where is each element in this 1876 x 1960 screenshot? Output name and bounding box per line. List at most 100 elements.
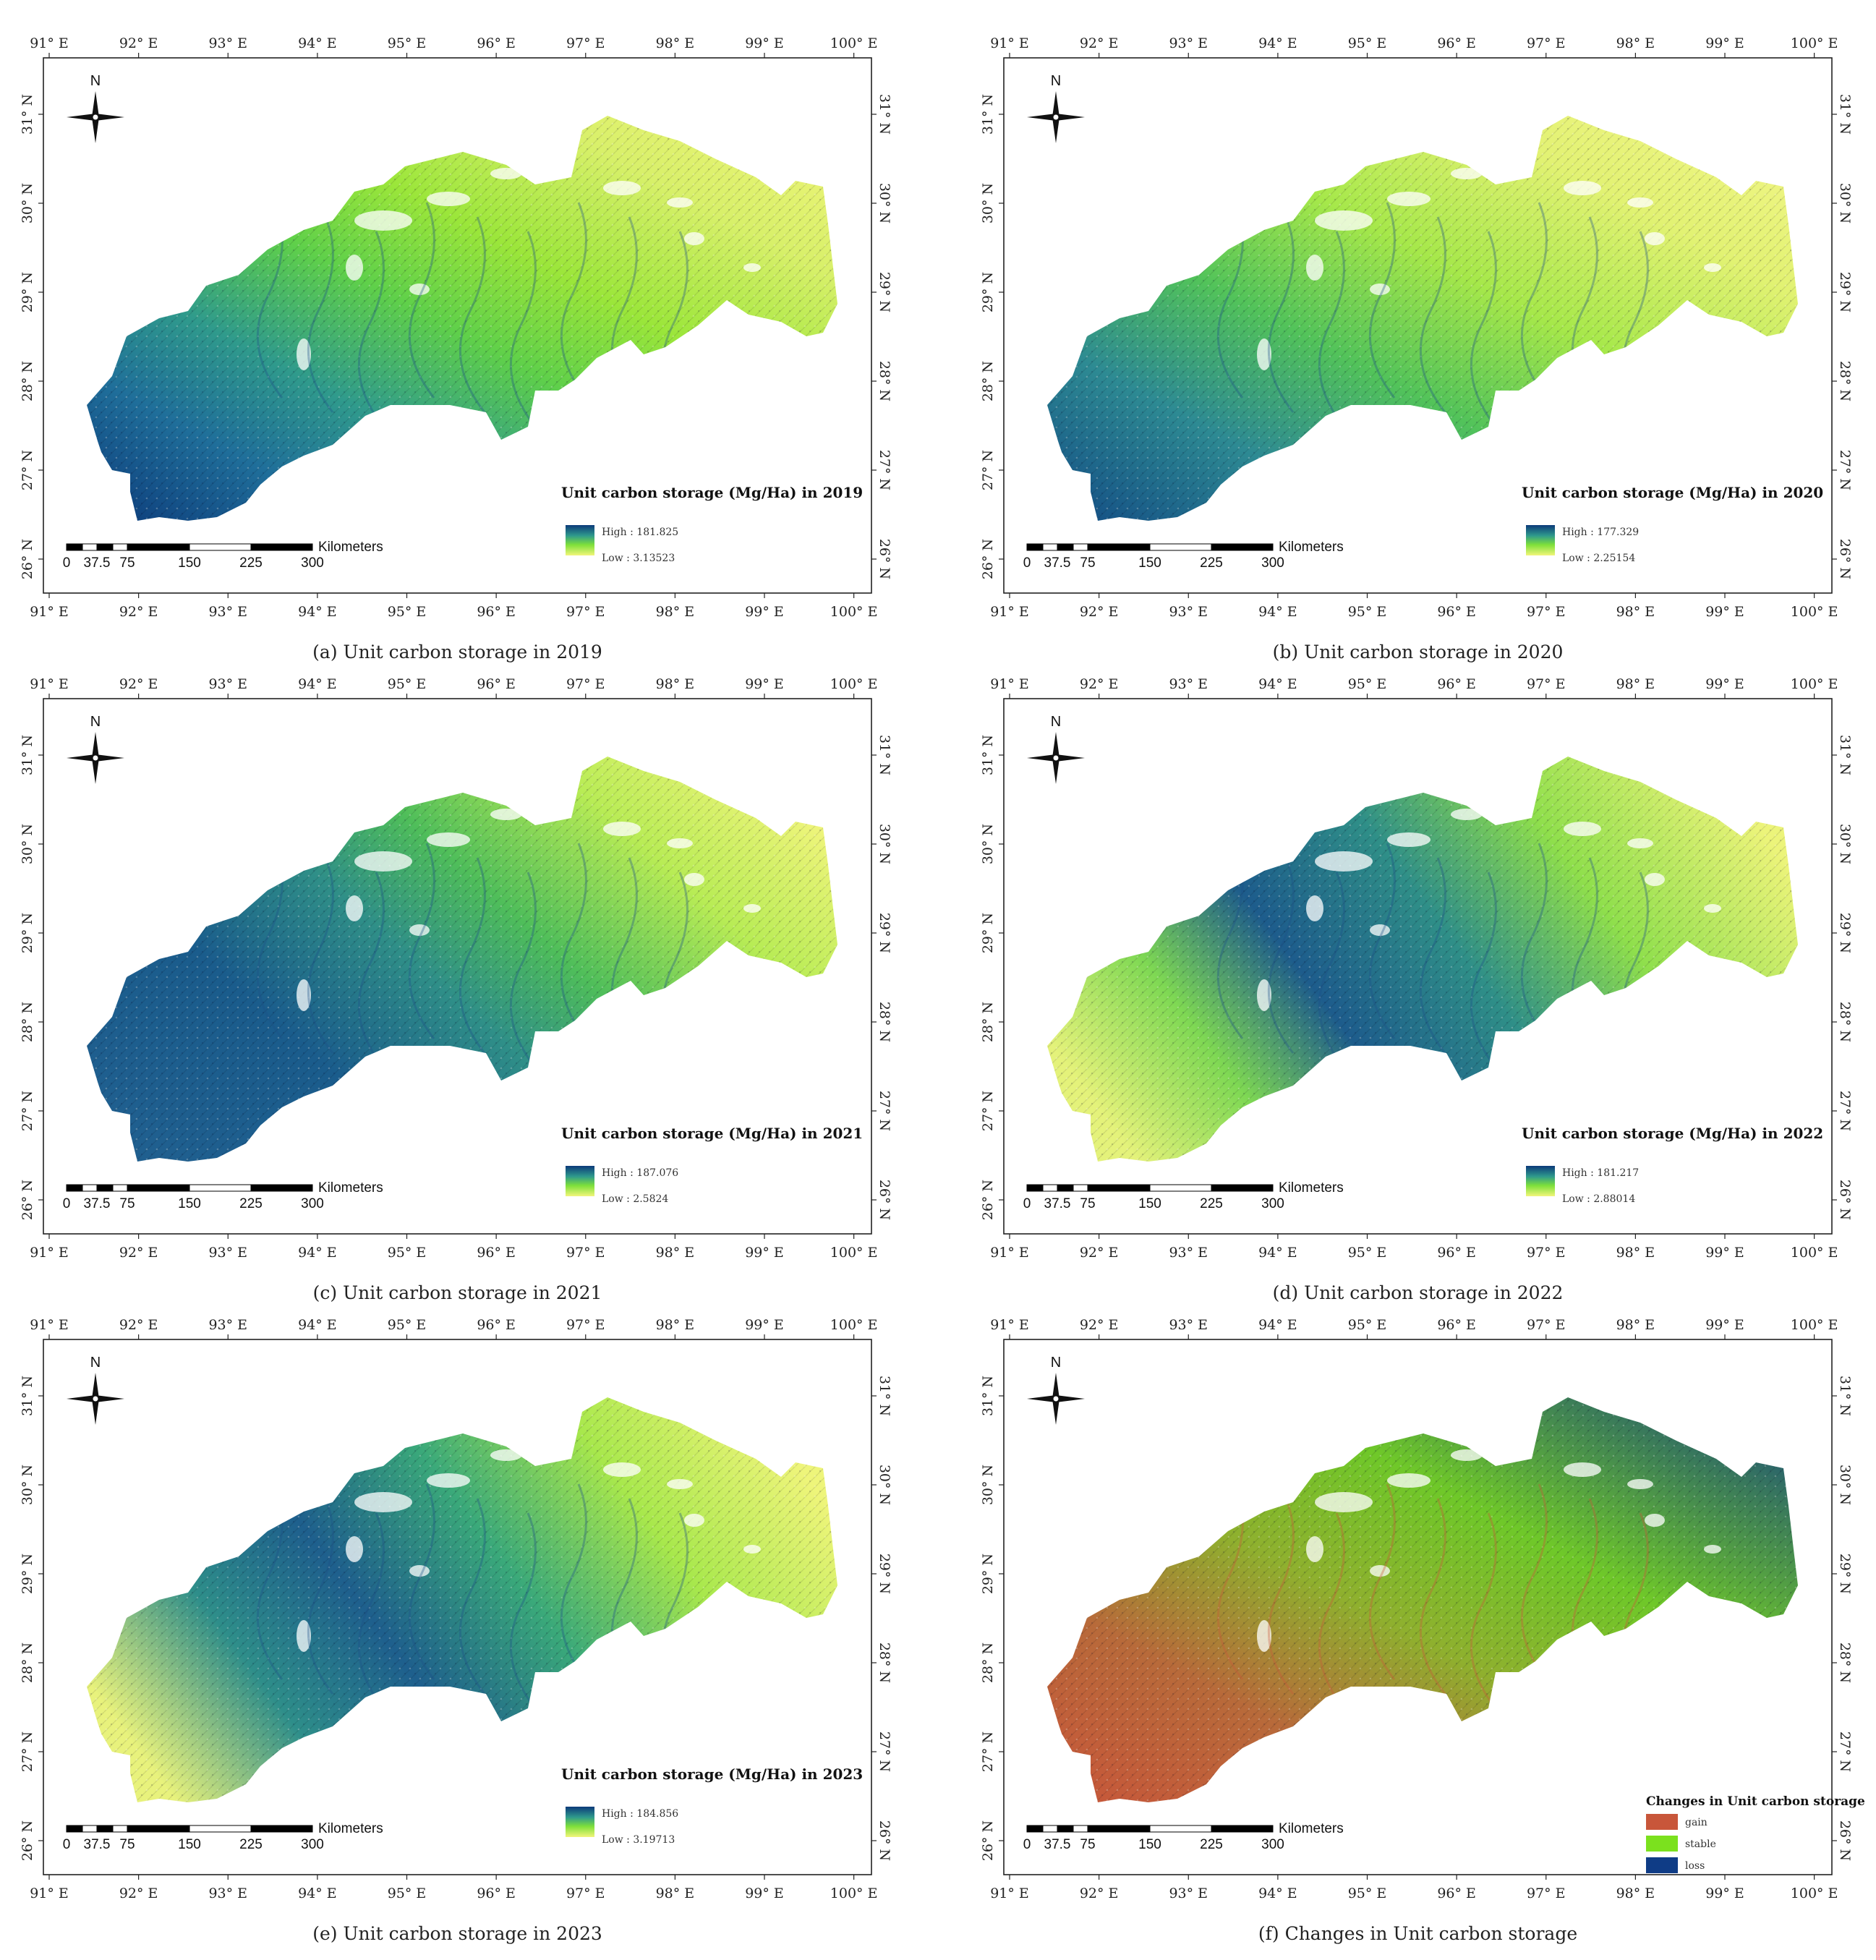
lon-label-bottom: 97° E	[1527, 1886, 1566, 1901]
north-arrow-west	[67, 1395, 98, 1402]
valley-streak	[307, 216, 334, 413]
scale-unit: Kilometers	[1279, 1821, 1344, 1836]
scale-segment	[1026, 1184, 1044, 1192]
lat-label-left: 31° N	[980, 735, 996, 775]
lon-label-top: 93° E	[1169, 1317, 1208, 1333]
lat-label-right: 28° N	[1837, 1002, 1853, 1042]
scale-label: 75	[1080, 1196, 1095, 1211]
legend-title: Unit carbon storage (Mg/Ha) in 2023	[561, 1765, 863, 1783]
snow-patch	[1315, 1492, 1373, 1512]
snow-patch	[297, 979, 311, 1011]
north-arrow-needle	[92, 1373, 99, 1402]
lat-label-left: 26° N	[980, 539, 996, 579]
snow-patch	[1387, 1473, 1431, 1488]
lat-label-left: 29° N	[20, 1554, 35, 1594]
lon-label-bottom: 95° E	[388, 1245, 427, 1261]
lon-label-top: 91° E	[990, 35, 1029, 51]
lon-label-top: 96° E	[1437, 35, 1476, 51]
lon-label-bottom: 98° E	[656, 1245, 695, 1261]
scale-segment	[1073, 1825, 1088, 1833]
scale-segment	[1149, 1825, 1212, 1833]
legend-class-label: stable	[1685, 1838, 1716, 1850]
scale-segment	[96, 1825, 114, 1833]
lon-label-bottom: 100° E	[830, 604, 878, 620]
lon-label-bottom: 91° E	[990, 1245, 1029, 1261]
valley-streak	[509, 1512, 537, 1709]
lon-label-bottom: 93° E	[1169, 1886, 1208, 1901]
scale-label: 225	[1200, 1837, 1223, 1852]
scale-segment	[66, 543, 83, 551]
north-arrow-south	[92, 1396, 99, 1425]
lon-label-top: 99° E	[745, 676, 784, 692]
scale-label: 0	[1023, 1837, 1031, 1852]
legend-title: Unit carbon storage (Mg/Ha) in 2021	[561, 1125, 863, 1142]
snow-patch	[743, 263, 761, 272]
north-arrow-south	[1052, 1396, 1059, 1425]
north-label: N	[90, 73, 101, 89]
lon-label-bottom: 93° E	[208, 604, 247, 620]
map-panel: 91° E 91° E 92° E 92° E 93° E 93° E 94° E 94° E…	[980, 676, 1853, 1261]
lat-label-right: 30° N	[1837, 183, 1853, 223]
legend-high: High : 184.856	[602, 1808, 678, 1820]
lon-label-top: 97° E	[566, 1317, 605, 1333]
scale-label: 75	[1080, 555, 1095, 571]
lon-label-top: 93° E	[208, 676, 247, 692]
valley-streak	[307, 857, 334, 1054]
legend-low: Low : 3.19713	[602, 1834, 675, 1846]
lat-label-right: 31° N	[877, 1376, 892, 1416]
legend-low: Low : 2.88014	[1562, 1193, 1635, 1205]
lon-label-bottom: 100° E	[1791, 604, 1838, 620]
scale-segment	[1057, 1825, 1074, 1833]
valley-streak	[1267, 857, 1295, 1054]
lat-label-left: 27° N	[20, 1731, 35, 1772]
lon-label-bottom: 92° E	[119, 1245, 158, 1261]
lat-label-right: 30° N	[1837, 1465, 1853, 1505]
snow-patch	[1370, 1565, 1390, 1577]
north-arrow-icon: N	[67, 73, 124, 143]
lon-label-bottom: 98° E	[656, 1886, 695, 1901]
lon-label-top: 96° E	[477, 676, 516, 692]
carbon-legend: Unit carbon storage (Mg/Ha) in 2019 High …	[561, 484, 863, 564]
lat-label-left: 30° N	[980, 1465, 996, 1505]
lat-label-right: 31° N	[877, 735, 892, 775]
legend-ramp	[566, 1807, 594, 1837]
scale-segment	[1211, 1184, 1274, 1192]
snow-patch	[297, 338, 311, 370]
scale-label: 150	[1138, 1837, 1161, 1852]
legend-ramp	[566, 525, 594, 555]
legend-swatch-stable	[1646, 1836, 1678, 1852]
lon-label-top: 100° E	[1791, 1317, 1838, 1333]
scale-segment	[1087, 1825, 1151, 1833]
lon-label-bottom: 91° E	[30, 1886, 69, 1901]
legend-title: Unit carbon storage (Mg/Ha) in 2020	[1522, 484, 1823, 501]
snow-patch	[427, 1473, 470, 1488]
scale-label: 300	[301, 1837, 324, 1852]
lon-label-bottom: 97° E	[1527, 604, 1566, 620]
scale-label: 225	[1200, 555, 1223, 571]
map-panel: 91° E 91° E 92° E 92° E 93° E 93° E 94° E 94° E…	[980, 1317, 1865, 1901]
snow-patch	[1451, 168, 1483, 179]
legend-low: Low : 3.13523	[602, 553, 675, 564]
scale-unit: Kilometers	[318, 1180, 383, 1196]
snow-patch	[1451, 809, 1483, 820]
lon-label-top: 94° E	[1258, 35, 1297, 51]
lon-label-top: 98° E	[656, 35, 695, 51]
lon-label-top: 92° E	[119, 676, 158, 692]
north-arrow-south	[1052, 114, 1059, 143]
lon-label-top: 98° E	[656, 1317, 695, 1333]
lon-label-bottom: 94° E	[298, 604, 337, 620]
carbon-legend: Unit carbon storage (Mg/Ha) in 2020 High …	[1522, 484, 1823, 564]
lat-label-right: 27° N	[1837, 1091, 1853, 1131]
valley-streak	[1470, 1512, 1497, 1709]
scale-segment	[112, 543, 128, 551]
north-arrow-needle	[92, 732, 99, 761]
north-arrow-hub	[92, 1395, 99, 1402]
snow-patch	[346, 1536, 363, 1562]
lat-label-right: 31° N	[877, 94, 892, 135]
snow-patch	[667, 838, 693, 848]
scale-segment	[96, 543, 114, 551]
legend-title: Changes in Unit carbon storage	[1646, 1794, 1865, 1809]
lon-label-bottom: 93° E	[1169, 1245, 1208, 1261]
